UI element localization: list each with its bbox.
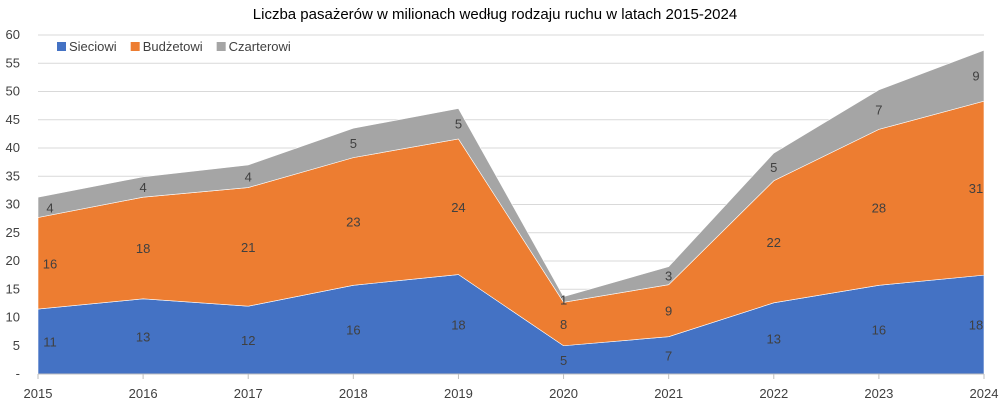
data-label: 16 xyxy=(872,323,886,338)
y-tick-label: 55 xyxy=(6,55,20,70)
y-tick-label: 5 xyxy=(13,338,20,353)
data-label: 5 xyxy=(770,160,777,175)
x-tick-label: 2017 xyxy=(234,386,263,401)
data-label: 3 xyxy=(665,269,672,284)
x-tick-label: 2020 xyxy=(549,386,578,401)
y-tick-label: 35 xyxy=(6,168,20,183)
y-tick-label: 40 xyxy=(6,140,20,155)
legend-label: Sieciowi xyxy=(69,39,117,54)
legend-swatch xyxy=(216,42,226,51)
data-label: 12 xyxy=(241,333,255,348)
data-label: 21 xyxy=(241,240,255,255)
x-tick-label: 2023 xyxy=(864,386,893,401)
data-label: 24 xyxy=(451,200,465,215)
data-label: 4 xyxy=(245,169,252,184)
y-tick-label: 25 xyxy=(6,225,20,240)
data-label: 5 xyxy=(560,353,567,368)
chart-title: Liczba pasażerów w milionach według rodz… xyxy=(253,6,737,23)
data-label: 9 xyxy=(665,304,672,319)
data-label: 18 xyxy=(451,317,465,332)
x-tick-label: 2024 xyxy=(970,386,999,401)
data-label: 13 xyxy=(136,329,150,344)
y-tick-label: 10 xyxy=(6,310,20,325)
data-label: 1 xyxy=(560,292,567,307)
y-tick-label: 50 xyxy=(6,84,20,99)
x-tick-label: 2015 xyxy=(24,386,53,401)
data-label: 31 xyxy=(969,181,983,196)
series-areas xyxy=(37,49,985,375)
x-tick-label: 2016 xyxy=(129,386,158,401)
data-label: 5 xyxy=(455,117,462,132)
x-tick-label: 2018 xyxy=(339,386,368,401)
data-label: 28 xyxy=(872,200,886,215)
data-label: 4 xyxy=(139,180,146,195)
y-tick-label: 60 xyxy=(6,27,20,42)
data-label: 7 xyxy=(875,103,882,118)
y-tick-label: 45 xyxy=(6,112,20,127)
legend-label: Czarterowi xyxy=(229,39,291,54)
x-tick-label: 2022 xyxy=(759,386,788,401)
data-label: 16 xyxy=(346,323,360,338)
legend-swatch xyxy=(57,42,66,51)
data-label: 23 xyxy=(346,214,360,229)
legend: Sieciowi Budżetowi Czarterowi xyxy=(57,39,291,54)
y-tick-label: 20 xyxy=(6,253,20,268)
data-label: 18 xyxy=(969,318,983,333)
data-label: 7 xyxy=(665,348,672,363)
x-tick-label: 2019 xyxy=(444,386,473,401)
data-label: 8 xyxy=(560,317,567,332)
data-label: 22 xyxy=(767,235,781,250)
y-tick-label: - xyxy=(16,366,20,381)
data-label: 9 xyxy=(972,69,979,84)
data-label: 11 xyxy=(43,335,57,350)
y-tick-label: 30 xyxy=(6,197,20,212)
data-label: 18 xyxy=(136,241,150,256)
data-label: 5 xyxy=(350,136,357,151)
legend-label: Budżetowi xyxy=(143,39,203,54)
legend-swatch xyxy=(130,42,140,51)
x-tick-label: 2021 xyxy=(654,386,683,401)
data-label: 4 xyxy=(46,200,53,215)
data-label: 13 xyxy=(767,331,781,346)
series-area-czarterowi xyxy=(37,49,985,303)
data-label: 16 xyxy=(43,256,57,271)
y-tick-label: 15 xyxy=(6,281,20,296)
